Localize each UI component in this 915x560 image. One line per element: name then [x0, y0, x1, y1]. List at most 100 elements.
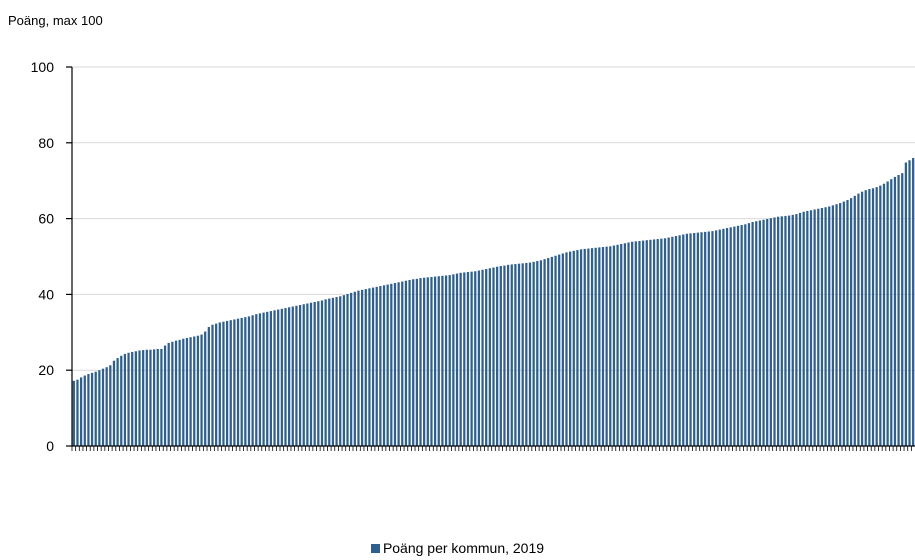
bar	[871, 188, 875, 446]
bar	[284, 308, 287, 446]
bar	[266, 311, 269, 446]
bar	[689, 233, 692, 446]
bar	[419, 278, 422, 446]
bar	[229, 320, 232, 446]
bar	[76, 379, 79, 446]
bar	[90, 372, 94, 446]
bar	[105, 367, 108, 446]
bar	[912, 157, 915, 446]
bar	[579, 249, 583, 446]
bar	[87, 373, 90, 446]
bar	[222, 321, 225, 446]
bar	[773, 217, 776, 446]
bar	[382, 285, 386, 446]
bar	[404, 280, 408, 446]
bar	[331, 297, 335, 446]
bar	[751, 222, 754, 446]
bar	[185, 337, 189, 446]
bar	[401, 281, 404, 446]
bar	[656, 239, 659, 446]
y-tick-label: 80	[38, 135, 54, 151]
bar	[536, 261, 539, 446]
bar	[744, 224, 747, 446]
bar	[696, 232, 699, 446]
bar	[346, 294, 349, 446]
bar	[860, 191, 864, 446]
bar	[302, 304, 305, 446]
bar	[616, 244, 619, 446]
bar	[558, 254, 561, 446]
bar	[160, 348, 163, 446]
bar	[313, 301, 316, 446]
bar	[306, 303, 309, 446]
bar	[444, 275, 448, 446]
bar	[116, 358, 119, 446]
bar	[474, 271, 477, 446]
bar	[225, 320, 229, 446]
bar	[167, 342, 170, 446]
bar	[459, 272, 462, 446]
bar	[481, 269, 484, 446]
bar	[638, 240, 641, 446]
bar	[700, 232, 703, 446]
bar	[693, 233, 696, 446]
bar	[587, 248, 590, 446]
bar	[466, 272, 470, 446]
bar	[342, 295, 346, 446]
bar	[79, 377, 83, 446]
bar	[704, 231, 707, 446]
bar	[627, 242, 630, 446]
y-tick-label: 100	[31, 59, 55, 75]
bar	[320, 300, 324, 446]
bar	[360, 289, 364, 446]
legend-label: Poäng per kommun, 2019	[382, 540, 545, 556]
bar	[152, 349, 156, 446]
bar	[171, 341, 174, 446]
bar	[576, 250, 579, 446]
bar	[736, 225, 740, 446]
bar	[733, 226, 736, 446]
y-tick-label: 40	[38, 286, 54, 302]
bar	[426, 277, 429, 446]
bar	[525, 262, 528, 446]
bar	[371, 287, 375, 446]
bar	[368, 288, 371, 446]
y-axis-unit-label: Poäng, max 100	[8, 13, 103, 28]
bar	[496, 266, 499, 446]
bar	[477, 270, 481, 446]
bar	[120, 355, 123, 446]
bar	[539, 260, 543, 446]
bar	[828, 206, 831, 446]
bar	[492, 267, 495, 446]
bar	[787, 215, 791, 446]
bar	[517, 263, 521, 446]
y-tick-label: 20	[38, 362, 54, 378]
bar	[868, 189, 871, 447]
bar	[189, 337, 192, 446]
bar	[324, 299, 327, 446]
bar	[897, 175, 900, 446]
bar	[390, 283, 393, 446]
bar	[685, 233, 689, 446]
bar	[766, 218, 769, 446]
bar	[218, 322, 221, 446]
bar	[671, 236, 674, 446]
bar	[893, 176, 897, 446]
bar	[718, 229, 721, 446]
bar	[824, 207, 827, 446]
bar	[277, 309, 280, 446]
bar	[83, 375, 86, 446]
bar	[215, 323, 218, 446]
bar	[561, 253, 564, 446]
bar	[269, 311, 273, 446]
bar	[448, 275, 451, 446]
bar	[328, 298, 331, 446]
bar	[174, 340, 178, 446]
bar	[667, 237, 670, 446]
bar	[156, 348, 159, 446]
bar	[707, 231, 710, 446]
bar	[645, 240, 648, 446]
bar	[780, 216, 783, 446]
bar	[510, 264, 513, 446]
bar	[722, 228, 725, 446]
